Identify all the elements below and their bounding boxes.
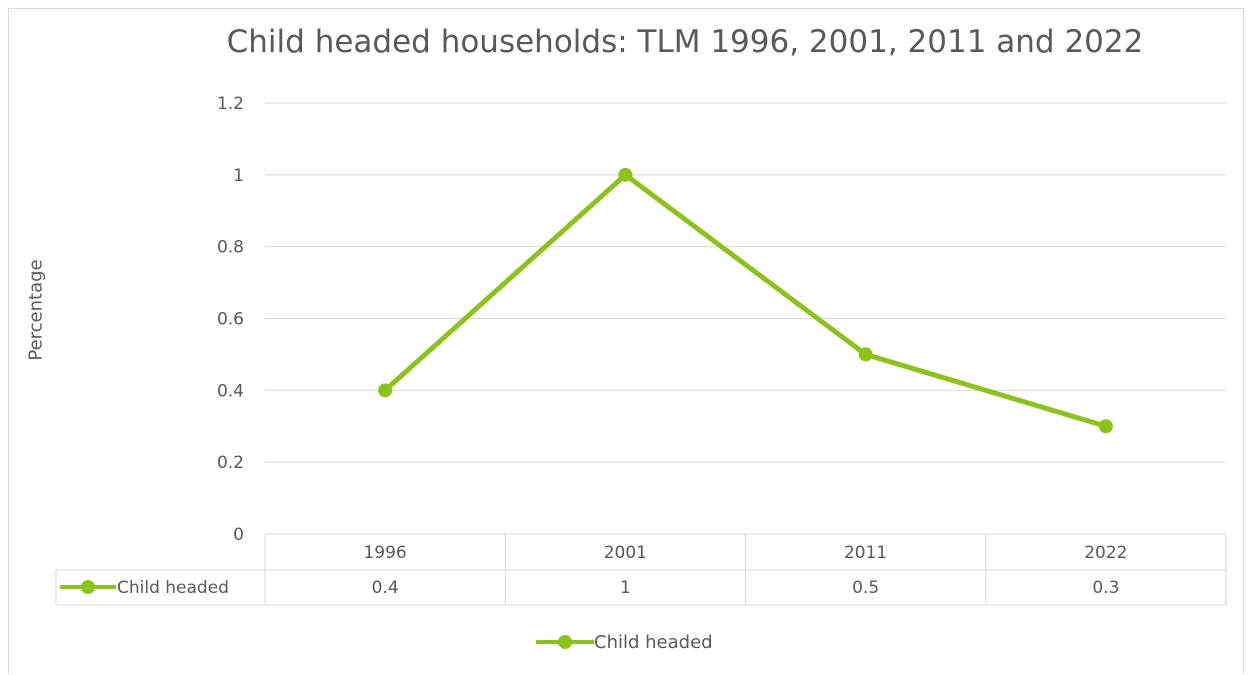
table-series-name: Child headed [117, 578, 229, 598]
legend: Child headed [536, 628, 713, 656]
legend-marker-icon [536, 632, 594, 652]
data-point [378, 383, 393, 398]
x-tick-label: 2001 [604, 543, 647, 563]
table-value: 0.3 [1092, 578, 1119, 598]
y-tick-label: 1.2 [217, 94, 244, 114]
x-tick-label: 1996 [363, 543, 406, 563]
y-tick-label: 0.4 [217, 381, 244, 401]
chart-title: Child headed households: TLM 1996, 2001,… [226, 24, 1144, 60]
y-tick-label: 0 [233, 525, 244, 545]
table-value: 1 [620, 578, 631, 598]
data-point [858, 347, 873, 362]
chart-frame [8, 8, 1244, 674]
table-value: 0.4 [372, 578, 399, 598]
y-tick-label: 0.6 [217, 310, 244, 330]
table-legend-marker [81, 580, 95, 594]
y-tick-label: 0.8 [217, 238, 244, 258]
y-tick-label: 0.2 [217, 453, 244, 473]
legend-label: Child headed [594, 631, 713, 653]
y-tick-label: 1 [233, 166, 244, 186]
x-tick-label: 2022 [1084, 543, 1127, 563]
x-tick-label: 2011 [844, 543, 887, 563]
series-line [382, 172, 1109, 429]
data-point [618, 167, 633, 182]
data-point [1098, 419, 1113, 434]
table-value: 0.5 [852, 578, 879, 598]
